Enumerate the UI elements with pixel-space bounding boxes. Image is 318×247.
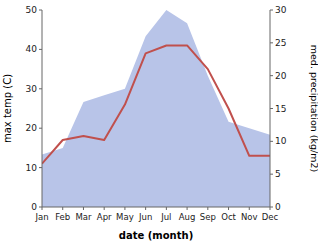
- y2-tick-label: 30: [275, 5, 287, 15]
- y2-tick: [270, 10, 273, 11]
- x-tick: [42, 207, 43, 210]
- y-tick-label: 20: [26, 123, 38, 133]
- x-tick-label: May: [116, 212, 134, 222]
- y2-tick-label: 0: [275, 202, 281, 212]
- y-tick-label: 0: [31, 202, 37, 212]
- x-tick: [270, 207, 271, 210]
- x-tick-label: Sep: [200, 212, 216, 222]
- y2-tick-label: 20: [275, 71, 287, 81]
- x-tick: [83, 207, 84, 210]
- y-tick-label: 10: [26, 163, 38, 173]
- y2-tick: [270, 141, 273, 142]
- x-axis-label: date (month): [119, 230, 193, 241]
- y2-tick-label: 10: [275, 136, 287, 146]
- x-tick: [166, 207, 167, 210]
- y2-tick: [270, 108, 273, 109]
- y-tick: [39, 167, 42, 168]
- x-tick-label: Apr: [97, 212, 112, 222]
- x-tick-label: Nov: [241, 212, 258, 222]
- area: [42, 10, 270, 207]
- y2-axis-label: med. precipitation (kg/m2): [309, 45, 318, 172]
- x-tick: [62, 207, 63, 210]
- x-tick-label: Aug: [179, 212, 196, 222]
- x-tick-label: Dec: [262, 212, 279, 222]
- y-axis-label: max temp (C): [2, 74, 13, 143]
- line: [42, 45, 270, 163]
- y2-tick-label: 5: [275, 169, 281, 179]
- x-tick-label: Jul: [160, 212, 171, 222]
- x-tick: [124, 207, 125, 210]
- y2-tick: [270, 174, 273, 175]
- y-tick-label: 40: [26, 44, 38, 54]
- x-tick: [249, 207, 250, 210]
- x-tick-label: Jan: [34, 212, 48, 222]
- chart: 0 10 20 30 40 50 0 5 10 15 20 25 30 Jan Feb Mar Apr May Ju…: [0, 0, 318, 247]
- x-tick: [187, 207, 188, 210]
- y-tick: [39, 10, 42, 11]
- y2-tick-label: 15: [275, 104, 286, 114]
- y-axis-line: [42, 10, 43, 207]
- y-tick: [39, 88, 42, 89]
- x-axis-line: [42, 207, 270, 208]
- y-tick-label: 50: [26, 5, 38, 15]
- y2-tick: [270, 75, 273, 76]
- y-tick-label: 30: [26, 84, 38, 94]
- x-tick-label: Mar: [75, 212, 92, 222]
- y2-tick-label: 25: [275, 38, 286, 48]
- x-tick: [228, 207, 229, 210]
- x-tick-label: Jun: [138, 212, 152, 222]
- x-tick-label: Oct: [221, 212, 236, 222]
- y-tick: [39, 49, 42, 50]
- plot-area: [42, 10, 270, 207]
- x-tick: [104, 207, 105, 210]
- x-tick: [207, 207, 208, 210]
- y-tick: [39, 128, 42, 129]
- x-tick-label: Feb: [55, 212, 70, 222]
- y2-tick: [270, 42, 273, 43]
- x-tick: [145, 207, 146, 210]
